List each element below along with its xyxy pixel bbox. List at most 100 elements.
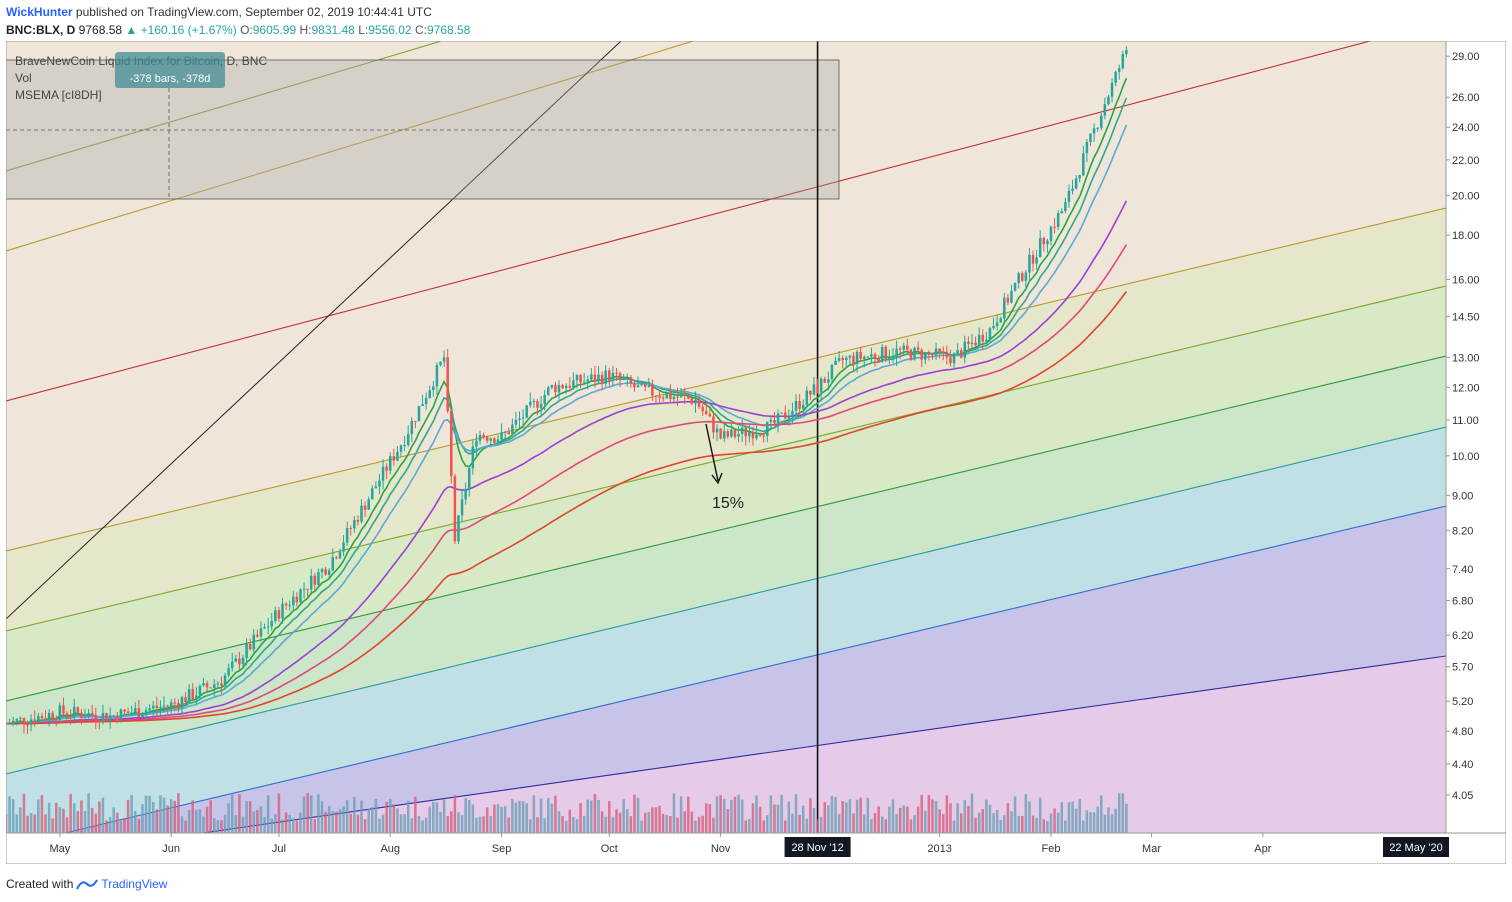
candle-body	[988, 328, 992, 340]
annotation-text: 15%	[712, 495, 744, 512]
low-value: 9556.02	[368, 23, 412, 37]
footer: Created with TradingView	[6, 877, 167, 891]
candle-body	[388, 456, 392, 471]
candle-body	[8, 723, 11, 725]
candle-body	[604, 370, 607, 384]
price-chart[interactable]: 15% 29.00 26.00 24.00 22.00 20.00 18.00 16.00 14…	[4, 40, 1507, 865]
volume-bar	[529, 819, 532, 833]
volume-bar	[277, 793, 281, 833]
volume-bar	[988, 804, 992, 833]
candle-body	[134, 708, 137, 713]
candle-body	[518, 418, 521, 420]
volume-bar	[554, 795, 557, 833]
measure-bars: -378 bars, -378d	[129, 73, 211, 85]
candle-body	[658, 396, 661, 398]
volume-bar	[791, 813, 794, 833]
candle-body	[995, 322, 999, 327]
volume-bar	[69, 793, 72, 833]
volume-bar	[625, 809, 629, 833]
candle-body	[812, 384, 816, 395]
volume-bar	[676, 817, 679, 833]
candle-body	[485, 437, 489, 441]
candle-body	[590, 374, 593, 380]
volume-bar	[177, 793, 180, 833]
volume-bar	[701, 815, 704, 833]
volume-bar	[511, 798, 514, 833]
volume-bar	[830, 795, 834, 833]
volume-bar	[963, 800, 967, 833]
candle-body	[952, 353, 956, 364]
candle-body	[1024, 272, 1028, 281]
candle-body	[913, 347, 916, 360]
volume-bar	[299, 812, 302, 833]
candle-body	[94, 715, 98, 721]
volume-bar	[213, 818, 216, 833]
candle-body	[1053, 226, 1056, 228]
candle-body	[299, 589, 302, 603]
author-name[interactable]: WickHunter	[6, 5, 73, 19]
candle-body	[1031, 254, 1035, 264]
ema-line	[6, 291, 1128, 725]
candle-body	[374, 486, 378, 489]
candle-body	[220, 683, 223, 686]
time-tick-label: Feb	[1042, 843, 1061, 855]
candle-body	[381, 466, 385, 481]
volume-bar	[320, 801, 324, 833]
candle-body	[1096, 127, 1099, 129]
volume-bar	[834, 797, 837, 833]
candle-body	[945, 351, 949, 358]
volume-bar	[586, 799, 590, 833]
chart-area[interactable]: 15% 29.00 26.00 24.00 22.00 20.00 18.00 16.00 14…	[4, 40, 1507, 865]
volume-bar	[266, 795, 270, 833]
volume-bar	[618, 812, 622, 833]
volume-bar	[119, 820, 123, 833]
volume-bar	[442, 799, 446, 833]
volume-bar	[116, 812, 119, 833]
candle-body	[1028, 254, 1031, 273]
volume-bar	[453, 795, 457, 833]
volume-bar	[855, 799, 859, 833]
candle-body	[873, 354, 877, 359]
volume-bar	[1021, 816, 1024, 833]
channel-band	[6, 286, 1446, 701]
volume-bar	[126, 799, 130, 833]
candle-body	[798, 401, 801, 409]
volume-bar	[906, 806, 909, 833]
candle-body	[805, 390, 809, 405]
candle-body	[640, 383, 643, 386]
candle-body	[708, 413, 712, 417]
volume-bar	[288, 814, 291, 833]
volume-bar	[489, 816, 493, 833]
candle-body	[69, 716, 72, 718]
volume-bar	[87, 793, 90, 833]
volume-bar	[794, 794, 798, 833]
candle-body	[195, 695, 198, 700]
volume-bar	[399, 814, 403, 833]
candle-body	[916, 347, 920, 350]
candle-body	[661, 397, 665, 399]
volume-bar	[518, 800, 521, 833]
volume-bar	[144, 795, 148, 833]
volume-bar	[737, 794, 740, 833]
volume-bar	[572, 816, 575, 833]
candle-body	[834, 360, 837, 365]
volume-bar	[974, 817, 977, 833]
candle-body	[712, 416, 715, 433]
footer-brand[interactable]: TradingView	[101, 877, 168, 891]
volume-bar	[134, 810, 137, 833]
volume-bar	[902, 805, 906, 833]
candle-body	[1010, 290, 1013, 303]
volume-bar	[428, 807, 431, 833]
volume-bar	[424, 817, 428, 833]
channel-band	[6, 208, 1446, 631]
volume-bar	[636, 797, 640, 833]
volume-bar	[471, 804, 475, 833]
candle-body	[769, 419, 773, 422]
time-tick-label: Aug	[380, 843, 400, 855]
legend-vol[interactable]: Vol	[15, 71, 32, 85]
candle-body	[51, 712, 54, 720]
volume-bar	[44, 814, 47, 833]
candle-body	[1017, 273, 1020, 284]
candle-body	[884, 346, 888, 360]
legend-indicator[interactable]: MSEMA [cI8DH]	[15, 88, 102, 102]
